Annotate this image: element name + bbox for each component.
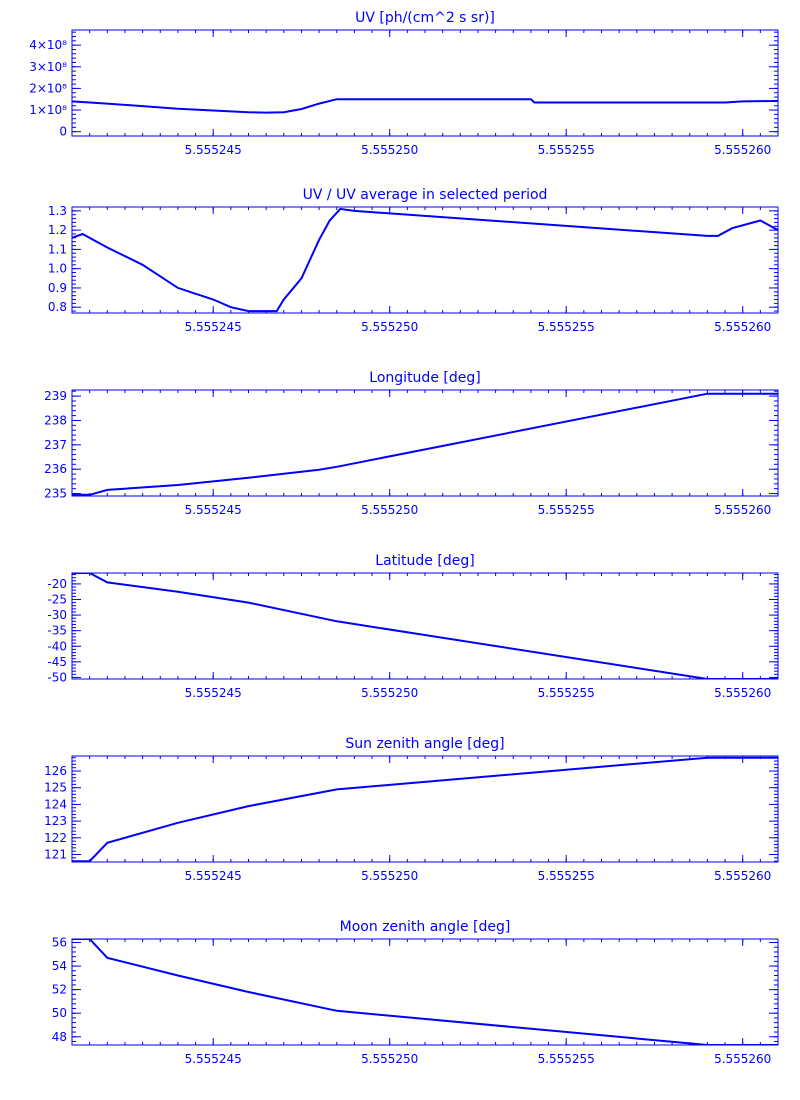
- y-tick-label: 122: [44, 831, 67, 845]
- y-tick-label: 0.9: [48, 281, 67, 295]
- x-tick-label: 5.555250: [361, 869, 418, 883]
- x-tick-label: 5.555255: [538, 503, 595, 517]
- x-tick-label: 5.555255: [538, 686, 595, 700]
- y-tick-label: 2×10⁸: [29, 81, 67, 95]
- panel-1: UV [ph/(cm^2 s sr)] 5.555245 5.555250 5.555…: [29, 10, 779, 157]
- y-tick-label: 48: [52, 1030, 67, 1044]
- plot-frame: [71, 29, 779, 137]
- y-tick-label: 124: [44, 797, 67, 811]
- y-tick-label: 1.1: [48, 242, 67, 256]
- x-tick-label: 5.555250: [361, 503, 418, 517]
- panel-4: Latitude [deg] 5.555245 5.555250 5.555255 5.…: [47, 553, 779, 700]
- y-tick-label: -45: [47, 655, 67, 669]
- y-tick-label: 1.3: [48, 204, 67, 218]
- plot-frame: [71, 572, 779, 680]
- y-tick-label: 0: [59, 125, 67, 139]
- y-tick-label: 239: [44, 389, 67, 403]
- x-tick-label: 5.555245: [185, 686, 242, 700]
- x-tick-label: 5.555250: [361, 143, 418, 157]
- chart-title: Longitude [deg]: [369, 370, 480, 386]
- chart-title: Latitude [deg]: [375, 553, 474, 569]
- y-tick-label: 3×10⁸: [29, 60, 67, 74]
- series-line: [72, 756, 778, 862]
- x-tick-label: 5.555260: [714, 1052, 771, 1066]
- x-tick-label: 5.555255: [538, 1052, 595, 1066]
- y-tick-label: 235: [44, 487, 67, 501]
- x-tick-label: 5.555255: [538, 143, 595, 157]
- y-tick-label: 1.0: [48, 262, 67, 276]
- y-tick-label: 1.2: [48, 223, 67, 237]
- y-tick-label: 50: [52, 1006, 67, 1020]
- series-line: [72, 939, 778, 1045]
- y-tick-label: -30: [47, 608, 67, 622]
- x-tick-label: 5.555255: [538, 869, 595, 883]
- y-tick-label: 123: [44, 814, 67, 828]
- x-tick-label: 5.555260: [714, 686, 771, 700]
- y-tick-label: 125: [44, 781, 67, 795]
- chart-title: Moon zenith angle [deg]: [340, 919, 511, 935]
- x-tick-label: 5.555250: [361, 1052, 418, 1066]
- plot-frame: [71, 389, 779, 497]
- plot-frame: [71, 206, 779, 314]
- chart-title: UV / UV average in selected period: [303, 187, 548, 203]
- y-tick-label: 237: [44, 438, 67, 452]
- y-tick-label: -25: [47, 593, 67, 607]
- series-line: [72, 207, 778, 313]
- panel-3: Longitude [deg] 5.555245 5.555250 5.555255 5…: [44, 370, 779, 517]
- x-tick-label: 5.555250: [361, 320, 418, 334]
- y-tick-label: 236: [44, 462, 67, 476]
- plot-frame: [71, 938, 779, 1046]
- chart-title: Sun zenith angle [deg]: [345, 736, 504, 752]
- x-tick-label: 5.555245: [185, 320, 242, 334]
- y-tick-label: 54: [52, 959, 67, 973]
- x-tick-label: 5.555260: [714, 143, 771, 157]
- x-tick-label: 5.555260: [714, 869, 771, 883]
- x-tick-label: 5.555255: [538, 320, 595, 334]
- chart-title: UV [ph/(cm^2 s sr)]: [355, 10, 495, 26]
- panel-6: Moon zenith angle [deg] 5.555245 5.555250 5…: [52, 919, 779, 1066]
- y-tick-label: 238: [44, 413, 67, 427]
- y-tick-label: -40: [47, 639, 67, 653]
- y-tick-label: 1×10⁸: [29, 103, 67, 117]
- x-tick-label: 5.555260: [714, 320, 771, 334]
- y-tick-label: 52: [52, 983, 67, 997]
- y-tick-label: -35: [47, 624, 67, 638]
- x-tick-label: 5.555245: [185, 1052, 242, 1066]
- series-line: [72, 573, 778, 679]
- y-tick-label: -20: [47, 577, 67, 591]
- x-tick-label: 5.555245: [185, 503, 242, 517]
- panel-5: Sun zenith angle [deg] 5.555245 5.555250 5.…: [44, 736, 779, 883]
- y-tick-label: 126: [44, 764, 67, 778]
- x-tick-label: 5.555250: [361, 686, 418, 700]
- plot-frame: [71, 755, 779, 863]
- y-tick-label: 0.8: [48, 300, 67, 314]
- x-tick-label: 5.555245: [185, 869, 242, 883]
- x-tick-label: 5.555245: [185, 143, 242, 157]
- panel-2: UV / UV average in selected period 5.5552…: [48, 187, 779, 334]
- y-tick-label: -50: [47, 670, 67, 684]
- y-tick-label: 4×10⁸: [29, 38, 67, 52]
- series-line: [72, 98, 778, 114]
- x-tick-label: 5.555260: [714, 503, 771, 517]
- y-tick-label: 56: [52, 936, 67, 950]
- y-tick-label: 121: [44, 847, 67, 861]
- series-line: [72, 392, 778, 496]
